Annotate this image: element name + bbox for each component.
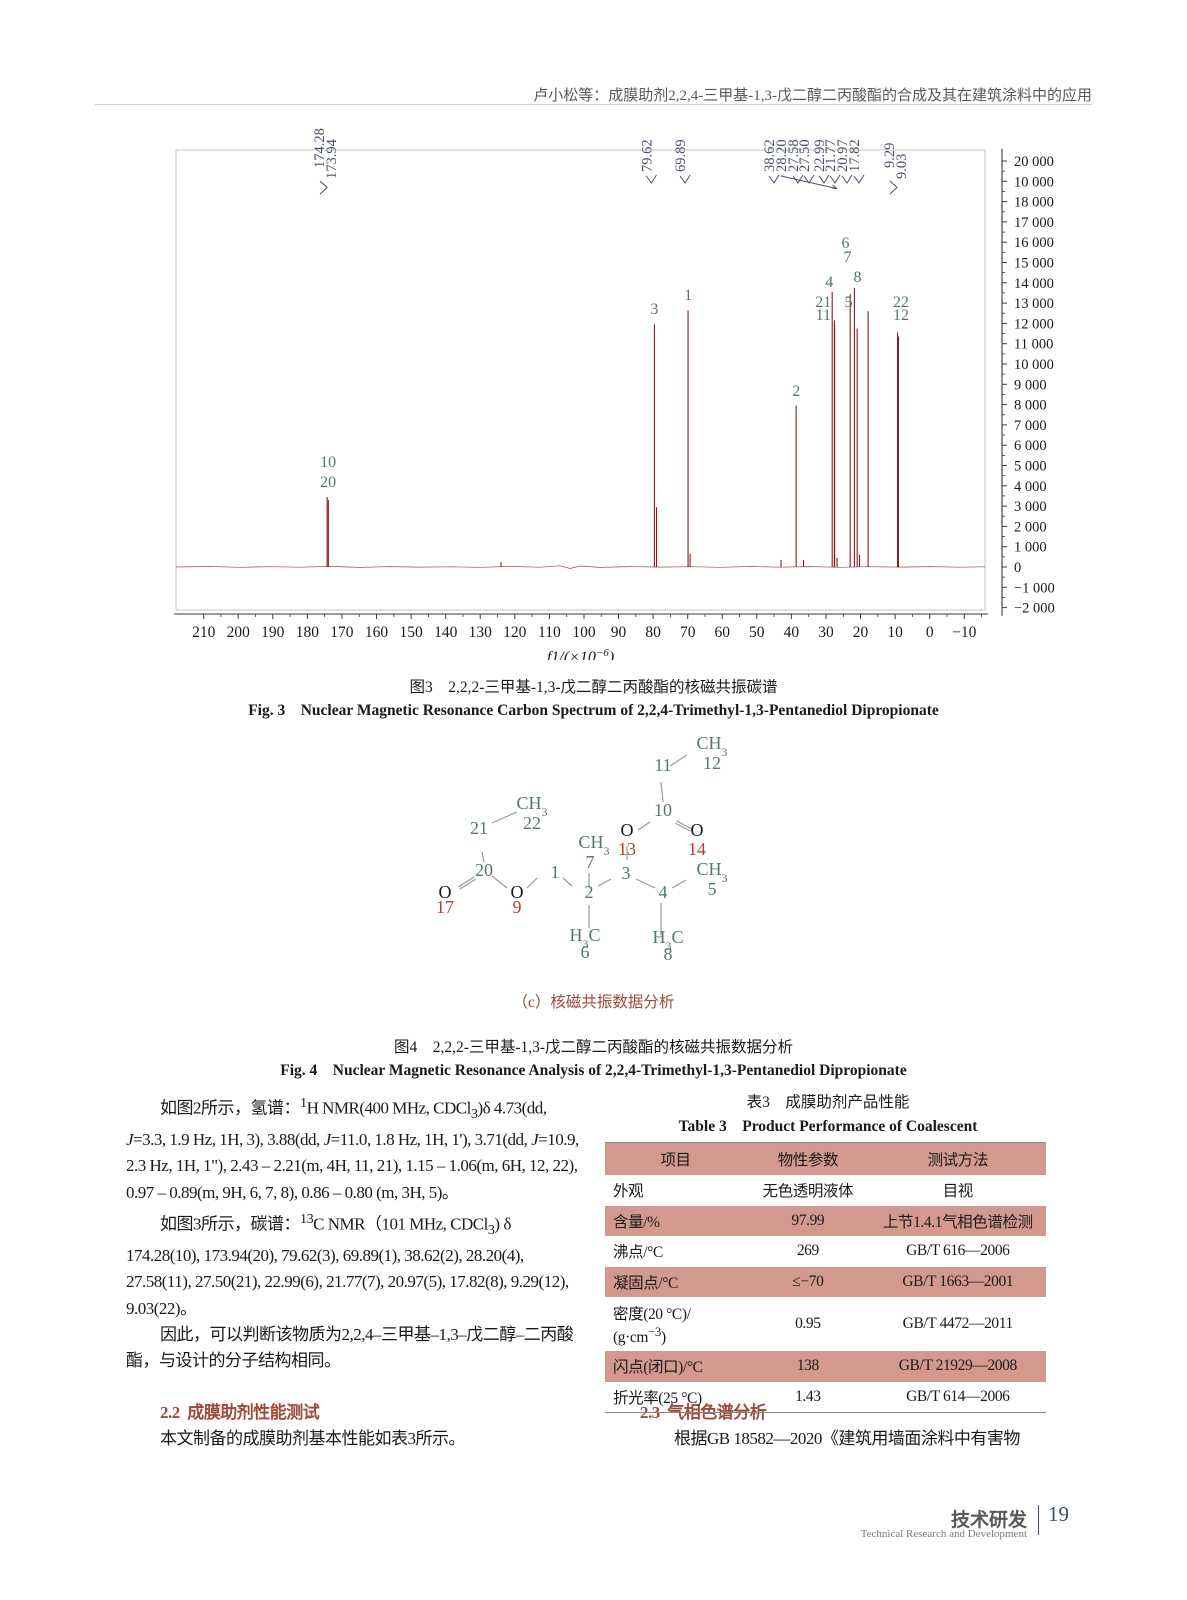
svg-text:13: 13 <box>618 839 636 859</box>
svg-text:8: 8 <box>664 944 673 964</box>
svg-text:6: 6 <box>581 942 590 962</box>
svg-text:17: 17 <box>436 897 454 917</box>
svg-text:22: 22 <box>523 813 541 833</box>
svg-text:O: O <box>621 820 634 840</box>
svg-text:3: 3 <box>622 863 631 883</box>
svg-text:O: O <box>691 820 704 840</box>
svg-text:10: 10 <box>654 800 672 820</box>
svg-text:4: 4 <box>659 882 668 902</box>
svg-text:20: 20 <box>475 860 493 880</box>
svg-text:21: 21 <box>470 818 488 838</box>
svg-text:5: 5 <box>708 879 717 899</box>
svg-text:12: 12 <box>703 753 721 773</box>
svg-text:1: 1 <box>551 862 560 882</box>
svg-text:14: 14 <box>688 839 706 859</box>
svg-text:11: 11 <box>654 755 671 775</box>
svg-text:2: 2 <box>585 882 594 902</box>
svg-text:9: 9 <box>513 897 522 917</box>
svg-text:7: 7 <box>586 852 595 872</box>
